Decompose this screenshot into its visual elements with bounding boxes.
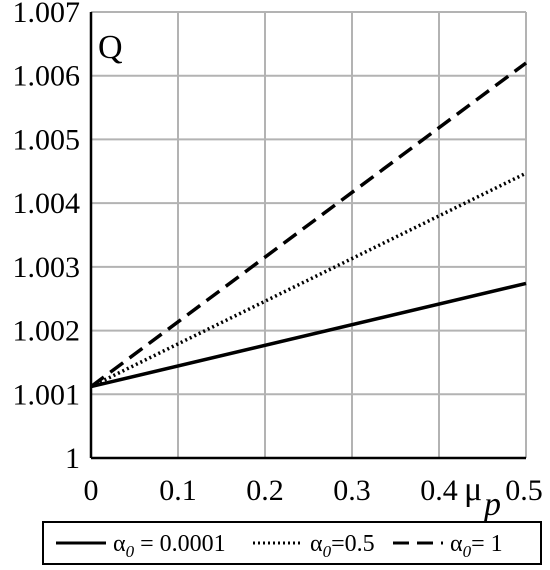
x-axis-title-subscript: p	[482, 486, 501, 523]
y-tick-label: 1	[65, 442, 80, 475]
legend-item: α0= 1	[393, 531, 503, 561]
legend-item: α0 = 0.0001	[56, 531, 226, 561]
grid	[91, 11, 527, 458]
y-tick-label: 1.002	[13, 315, 81, 348]
x-tick-label: 0.4	[420, 474, 458, 507]
series-lines	[89, 61, 528, 389]
x-axis-title-symbol: μ	[464, 471, 482, 508]
y-tick-label: 1.007	[13, 0, 81, 29]
legend-label-subscript: 0	[126, 542, 135, 561]
x-tick-label: 0.1	[159, 474, 197, 507]
legend-label-symbol: α	[113, 531, 126, 557]
legend-label-symbol: α	[310, 531, 323, 557]
x-tick-label: 0.3	[333, 474, 371, 507]
legend-label-value: = 1	[471, 531, 503, 557]
series-line-solid	[90, 281, 527, 389]
legend-label: α0=0.5	[310, 531, 375, 561]
legend-item: α0=0.5	[253, 531, 375, 561]
y-tick-label: 1.004	[13, 187, 81, 220]
legend-label-value: =0.5	[331, 531, 375, 557]
x-tick-label: 0	[84, 474, 99, 507]
legend-label-symbol: α	[450, 531, 463, 557]
y-axis-title: Q	[98, 29, 123, 66]
x-tick-label: 0.2	[246, 474, 284, 507]
series-line-dotted	[90, 171, 527, 389]
tick-labels: 0 0.1 0.2 0.3 0.4 0.5 1 1.001 1.002 1.003 1.004 1.0…	[13, 0, 543, 507]
legend-label-subscript: 0	[463, 542, 472, 561]
legend-label-value: = 0.0001	[134, 531, 226, 557]
legend-label: α0 = 0.0001	[113, 531, 226, 561]
legend-box	[42, 521, 542, 565]
legend: α0 = 0.0001 α0=0.5 α0= 1	[42, 521, 542, 565]
y-tick-label: 1.001	[13, 378, 81, 411]
y-tick-label: 1.006	[13, 60, 81, 93]
y-tick-label: 1.005	[13, 123, 81, 156]
legend-label: α0= 1	[450, 531, 503, 561]
x-tick-label: 0.5	[505, 474, 543, 507]
y-tick-label: 1.003	[13, 251, 81, 284]
series-line-dashed	[89, 61, 528, 389]
x-axis-title: μ p	[464, 471, 501, 523]
axes	[89, 12, 526, 460]
legend-label-subscript: 0	[323, 542, 332, 561]
